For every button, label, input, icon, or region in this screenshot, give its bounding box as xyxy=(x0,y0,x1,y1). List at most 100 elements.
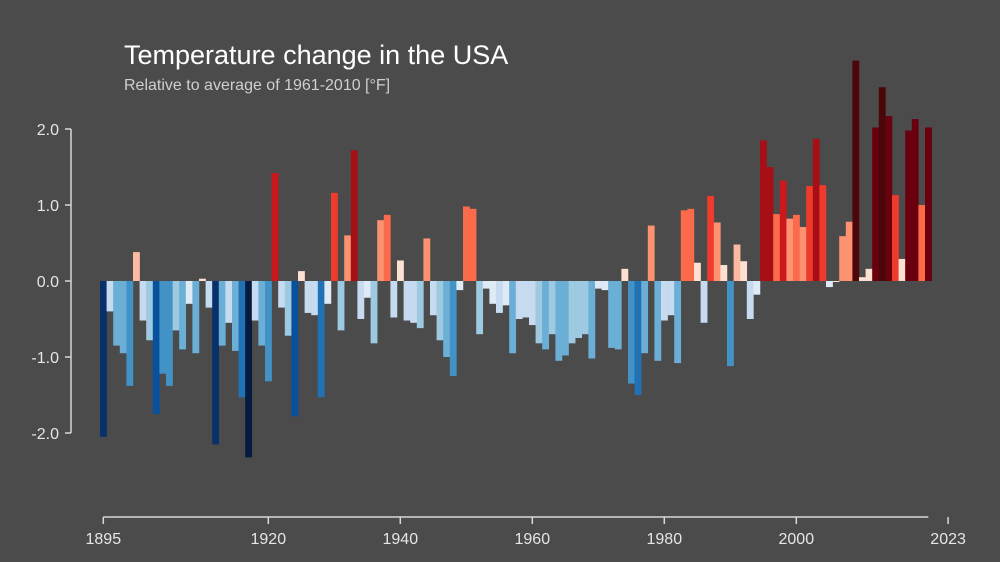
bar-1951 xyxy=(469,208,477,281)
bar-1924 xyxy=(291,281,299,417)
bar-2005 xyxy=(826,281,833,288)
y-tick-label: -1.0 xyxy=(31,350,59,367)
y-tick-label: 0.0 xyxy=(37,274,59,291)
bar-1983 xyxy=(680,210,688,281)
bar-1960 xyxy=(529,281,536,326)
bar-1945 xyxy=(430,281,437,316)
bar-2003 xyxy=(812,138,820,281)
bar-2001 xyxy=(799,227,807,281)
bar-1982 xyxy=(674,281,682,364)
bar-2012 xyxy=(872,127,880,281)
bar-1921 xyxy=(271,173,279,281)
bar-1984 xyxy=(687,208,695,281)
bar-1978 xyxy=(647,225,655,281)
bar-2002 xyxy=(806,186,814,281)
bar-1935 xyxy=(364,281,371,298)
bar-2000 xyxy=(793,214,800,281)
bar-1999 xyxy=(786,218,794,281)
bar-1917 xyxy=(245,281,253,458)
bar-2006 xyxy=(832,281,840,282)
bar-1923 xyxy=(284,281,292,336)
bar-1963 xyxy=(548,281,556,335)
bar-1937 xyxy=(377,220,385,281)
bar-1985 xyxy=(694,262,701,281)
bar-1916 xyxy=(238,281,246,398)
bar-1933 xyxy=(350,150,358,281)
chart-subtitle: Relative to average of 1961-2010 [°F] xyxy=(124,77,391,94)
bar-1931 xyxy=(337,281,345,331)
bar-1952 xyxy=(476,281,484,335)
bar-2004 xyxy=(819,185,827,281)
bar-1973 xyxy=(614,281,622,350)
bar-1953 xyxy=(482,281,490,289)
bar-1915 xyxy=(232,281,239,351)
bar-1899 xyxy=(126,281,134,386)
bar-2014 xyxy=(885,116,893,281)
bar-1905 xyxy=(166,281,173,386)
bar-1993 xyxy=(746,281,754,319)
bar-1913 xyxy=(218,281,226,346)
bar-1929 xyxy=(324,281,332,304)
x-tick-label: 1920 xyxy=(251,531,287,548)
bar-1950 xyxy=(463,206,470,281)
bar-1896 xyxy=(106,281,114,312)
bar-1909 xyxy=(192,281,200,354)
bar-1969 xyxy=(588,281,596,359)
bar-1911 xyxy=(205,281,213,308)
bar-1961 xyxy=(535,281,543,344)
bar-1944 xyxy=(423,238,431,281)
bar-2011 xyxy=(865,268,873,281)
bar-1906 xyxy=(172,281,180,331)
bar-1958 xyxy=(515,281,523,319)
bar-1975 xyxy=(628,281,635,384)
y-tick-label: 1.0 xyxy=(37,198,59,215)
bar-1934 xyxy=(357,281,365,319)
bar-1967 xyxy=(575,281,583,338)
bar-1972 xyxy=(608,281,616,348)
bar-1914 xyxy=(225,281,233,323)
bar-1928 xyxy=(317,281,325,398)
bar-2013 xyxy=(878,87,886,281)
bar-2019 xyxy=(918,205,926,281)
bar-1997 xyxy=(773,214,781,281)
bar-1922 xyxy=(278,281,286,308)
bar-1943 xyxy=(416,281,424,329)
bar-1908 xyxy=(185,281,193,304)
bar-1903 xyxy=(152,281,160,414)
bar-1992 xyxy=(740,261,748,281)
bar-1988 xyxy=(713,222,721,281)
bar-1900 xyxy=(133,252,140,281)
x-tick-label: 2023 xyxy=(930,531,966,548)
bar-1957 xyxy=(509,281,517,354)
bar-1939 xyxy=(390,281,398,318)
bar-1918 xyxy=(251,281,259,321)
bar-1974 xyxy=(621,268,629,281)
bar-1940 xyxy=(397,260,404,281)
chart-title: Temperature change in the USA xyxy=(124,40,509,70)
bar-1986 xyxy=(700,281,708,323)
y-tick-label: 2.0 xyxy=(37,122,59,139)
bar-1912 xyxy=(212,281,220,445)
bar-1902 xyxy=(146,281,154,341)
bar-1990 xyxy=(727,281,734,367)
bar-2020 xyxy=(925,127,932,281)
bar-1991 xyxy=(733,244,741,281)
bar-1919 xyxy=(258,281,266,346)
bar-1930 xyxy=(331,192,338,281)
bar-2015 xyxy=(892,195,899,281)
bar-1955 xyxy=(496,281,503,313)
bar-2017 xyxy=(905,130,913,281)
bar-1956 xyxy=(502,281,510,306)
bar-1965 xyxy=(562,281,569,356)
x-tick-label: 1980 xyxy=(647,531,683,548)
bar-1932 xyxy=(344,235,352,281)
bar-2007 xyxy=(839,236,847,281)
bar-1959 xyxy=(522,281,530,318)
bar-2008 xyxy=(845,221,853,281)
bar-1949 xyxy=(456,281,464,291)
bar-1920 xyxy=(265,281,272,382)
bar-1995 xyxy=(760,140,767,281)
bar-1981 xyxy=(667,281,675,316)
bar-1898 xyxy=(119,281,127,354)
